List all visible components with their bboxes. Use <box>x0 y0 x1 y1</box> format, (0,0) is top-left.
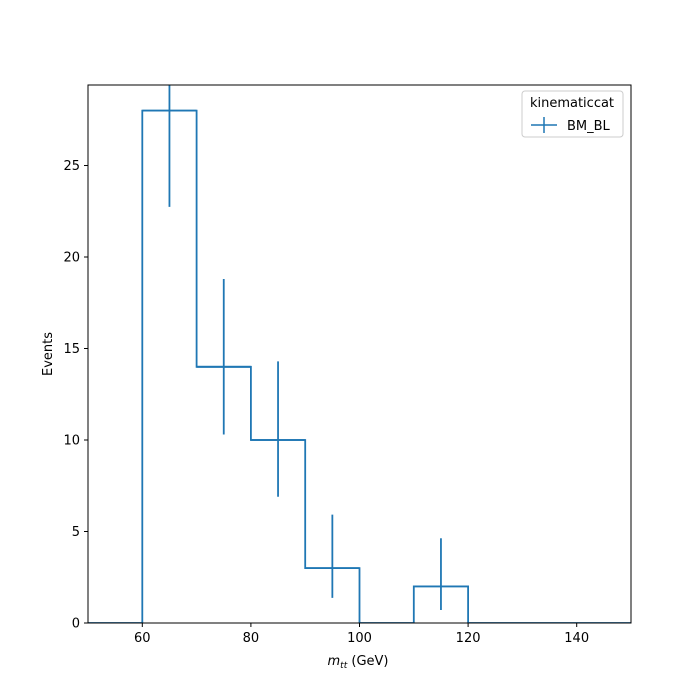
x-axis-label-subscript: tt <box>340 661 348 671</box>
bin-60-70 <box>142 85 197 207</box>
y-tick-label: 10 <box>63 434 80 449</box>
y-tick-label: 25 <box>63 159 80 174</box>
bin-80-90 <box>250 361 306 497</box>
x-tick-label: 120 <box>456 631 481 646</box>
y-tick-label: 20 <box>63 251 80 266</box>
x-tick-label: 60 <box>134 631 151 646</box>
x-tick-label: 100 <box>347 631 372 646</box>
x-tick-label: 140 <box>564 631 589 646</box>
legend-title: kinematiccat <box>530 96 614 111</box>
axes: 60 80 100 120 140 0 5 10 15 20 25 <box>63 84 632 646</box>
bin-110-120 <box>413 538 469 611</box>
y-tick-label: 0 <box>72 617 80 632</box>
bin-70-80 <box>196 278 251 435</box>
x-axis-label: mtt (GeV) <box>328 654 389 671</box>
legend-marker-icon <box>531 117 557 133</box>
y-tick-label: 15 <box>63 342 80 357</box>
legend-label-bm-bl: BM_BL <box>567 119 611 134</box>
y-tick-label: 5 <box>72 525 80 540</box>
legend: kinematiccat BM_BL <box>521 90 624 138</box>
plot-area <box>88 85 631 623</box>
y-axis-label: Events <box>41 332 56 376</box>
x-axis-label-unit: (GeV) <box>347 654 388 669</box>
x-axis-label-main: m <box>328 654 341 669</box>
bin-90-100 <box>305 514 360 598</box>
x-tick-label: 80 <box>243 631 260 646</box>
